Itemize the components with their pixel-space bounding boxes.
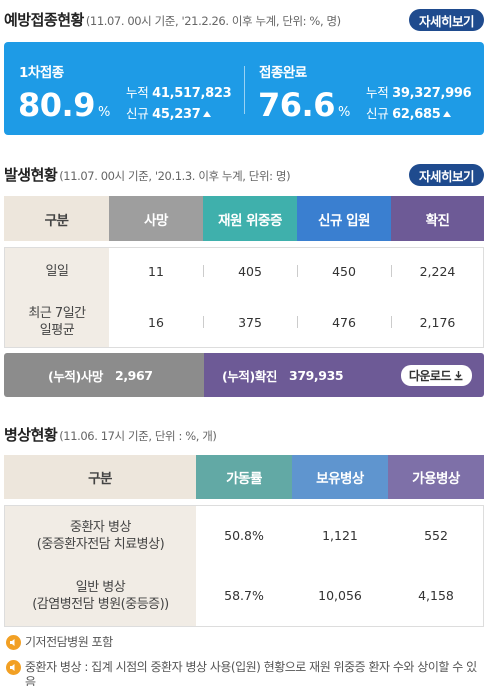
vaccination-more-button[interactable]: 자세히보기 bbox=[408, 9, 484, 31]
complete-dose-block: 접종완료 76.6% 누적 39,327,996 신규 62,685 bbox=[244, 42, 484, 135]
complete-dose-percent: 76.6% bbox=[258, 86, 350, 124]
complete-dose-cumulative: 누적 39,327,996 bbox=[366, 85, 472, 101]
beds-note: (11.06. 17시 기준, 단위 : %, 개) bbox=[59, 429, 217, 443]
vaccination-card: 1차접종 80.9% 누적 41,517,823 신규 45,237 접종완료 … bbox=[4, 42, 484, 135]
first-dose-new: 신규 45,237 bbox=[126, 103, 212, 122]
column-divider bbox=[297, 316, 298, 328]
column-divider bbox=[391, 316, 392, 328]
increase-icon bbox=[443, 111, 452, 117]
complete-dose-label: 접종완료 bbox=[259, 65, 307, 81]
weekly-admission-value: 476 bbox=[332, 314, 356, 330]
beds-header-category: 구분 bbox=[4, 455, 196, 499]
beds-table: 구분 가동률 보유병상 가용병상 중환자 병상 (중증환자전담 치료병상) 일반… bbox=[4, 455, 484, 627]
first-dose-percent: 80.9% bbox=[18, 86, 110, 124]
icu-available-value: 552 bbox=[424, 527, 448, 543]
daily-confirmed-value: 2,224 bbox=[419, 263, 456, 279]
speaker-icon bbox=[6, 635, 21, 650]
beds-title: 병상현황 bbox=[4, 426, 58, 444]
daily-critical-value: 405 bbox=[238, 263, 262, 279]
weekly-death-value: 16 bbox=[148, 314, 164, 330]
occurrence-header-critical: 재원 위중증 bbox=[203, 196, 297, 241]
daily-admission-value: 450 bbox=[332, 263, 356, 279]
weekly-confirmed-value: 2,176 bbox=[419, 314, 456, 330]
general-available-value: 4,158 bbox=[418, 587, 454, 603]
icu-owned-value: 1,121 bbox=[322, 527, 358, 543]
occurrence-row-labels bbox=[5, 248, 109, 347]
cumulative-death: (누적)사망 2,967 bbox=[4, 353, 204, 397]
occurrence-header-category: 구분 bbox=[4, 196, 109, 241]
speaker-icon bbox=[6, 660, 21, 675]
beds-row-labels bbox=[5, 506, 196, 626]
occurrence-table: 구분 사망 재원 위중증 신규 입원 확진 일일 최근 7일간 일평균 11 4… bbox=[4, 196, 484, 349]
general-rate-value: 58.7% bbox=[224, 587, 264, 603]
cumulative-confirmed: (누적)확진 379,935 다운로드 bbox=[204, 353, 484, 397]
general-beds-label: 일반 병상 (감염병전담 병원(중등증)) bbox=[32, 580, 169, 612]
general-owned-value: 10,056 bbox=[318, 587, 362, 603]
beds-header-rate: 가동률 bbox=[196, 455, 292, 499]
download-button[interactable]: 다운로드 bbox=[400, 365, 472, 386]
occurrence-note: (11.07. 00시 기준, '20.1.3. 이후 누계, 단위: 명) bbox=[59, 169, 291, 183]
vaccination-note: (11.07. 00시 기준, '21.2.26. 이후 누계, 단위: %, … bbox=[85, 14, 341, 28]
occurrence-header-confirmed: 확진 bbox=[391, 196, 484, 241]
beds-header-available: 가용병상 bbox=[388, 455, 484, 499]
icu-beds-label: 중환자 병상 (중증환자전담 치료병상) bbox=[36, 520, 165, 552]
icu-rate-value: 50.8% bbox=[224, 527, 264, 543]
weekly-critical-value: 375 bbox=[238, 314, 262, 330]
note-item: 기저전담병원 포함 bbox=[6, 635, 484, 650]
beds-header: 병상현황 (11.06. 17시 기준, 단위 : %, 개) bbox=[4, 424, 217, 445]
increase-icon bbox=[203, 111, 212, 117]
vaccination-title: 예방접종현황 bbox=[4, 11, 84, 29]
complete-dose-new: 신규 62,685 bbox=[366, 103, 452, 122]
occurrence-title: 발생현황 bbox=[4, 166, 58, 184]
first-dose-cumulative: 누적 41,517,823 bbox=[126, 85, 232, 101]
column-divider bbox=[297, 265, 298, 277]
download-icon bbox=[454, 371, 463, 381]
vaccination-divider bbox=[244, 66, 245, 114]
occurrence-more-button[interactable]: 자세히보기 bbox=[408, 164, 484, 186]
occurrence-header: 발생현황 (11.07. 00시 기준, '20.1.3. 이후 누계, 단위:… bbox=[4, 164, 291, 185]
occurrence-row-daily-label: 일일 bbox=[45, 263, 69, 279]
cumulative-bar: (누적)사망 2,967 (누적)확진 379,935 다운로드 bbox=[4, 353, 484, 397]
daily-death-value: 11 bbox=[148, 263, 164, 279]
column-divider bbox=[391, 265, 392, 277]
column-divider bbox=[203, 316, 204, 328]
occurrence-header-death: 사망 bbox=[109, 196, 203, 241]
first-dose-block: 1차접종 80.9% 누적 41,517,823 신규 45,237 bbox=[4, 42, 244, 135]
occurrence-row-weekly-label: 최근 7일간 일평균 bbox=[28, 306, 86, 338]
beds-header-owned: 보유병상 bbox=[292, 455, 388, 499]
occurrence-header-admission: 신규 입원 bbox=[297, 196, 391, 241]
note-item: 중환자 병상 : 집계 시점의 중환자 병상 사용(입원) 현황으로 재원 위중… bbox=[6, 660, 484, 686]
column-divider bbox=[203, 265, 204, 277]
vaccination-header: 예방접종현황 (11.07. 00시 기준, '21.2.26. 이후 누계, … bbox=[4, 9, 341, 30]
first-dose-label: 1차접종 bbox=[19, 65, 64, 81]
